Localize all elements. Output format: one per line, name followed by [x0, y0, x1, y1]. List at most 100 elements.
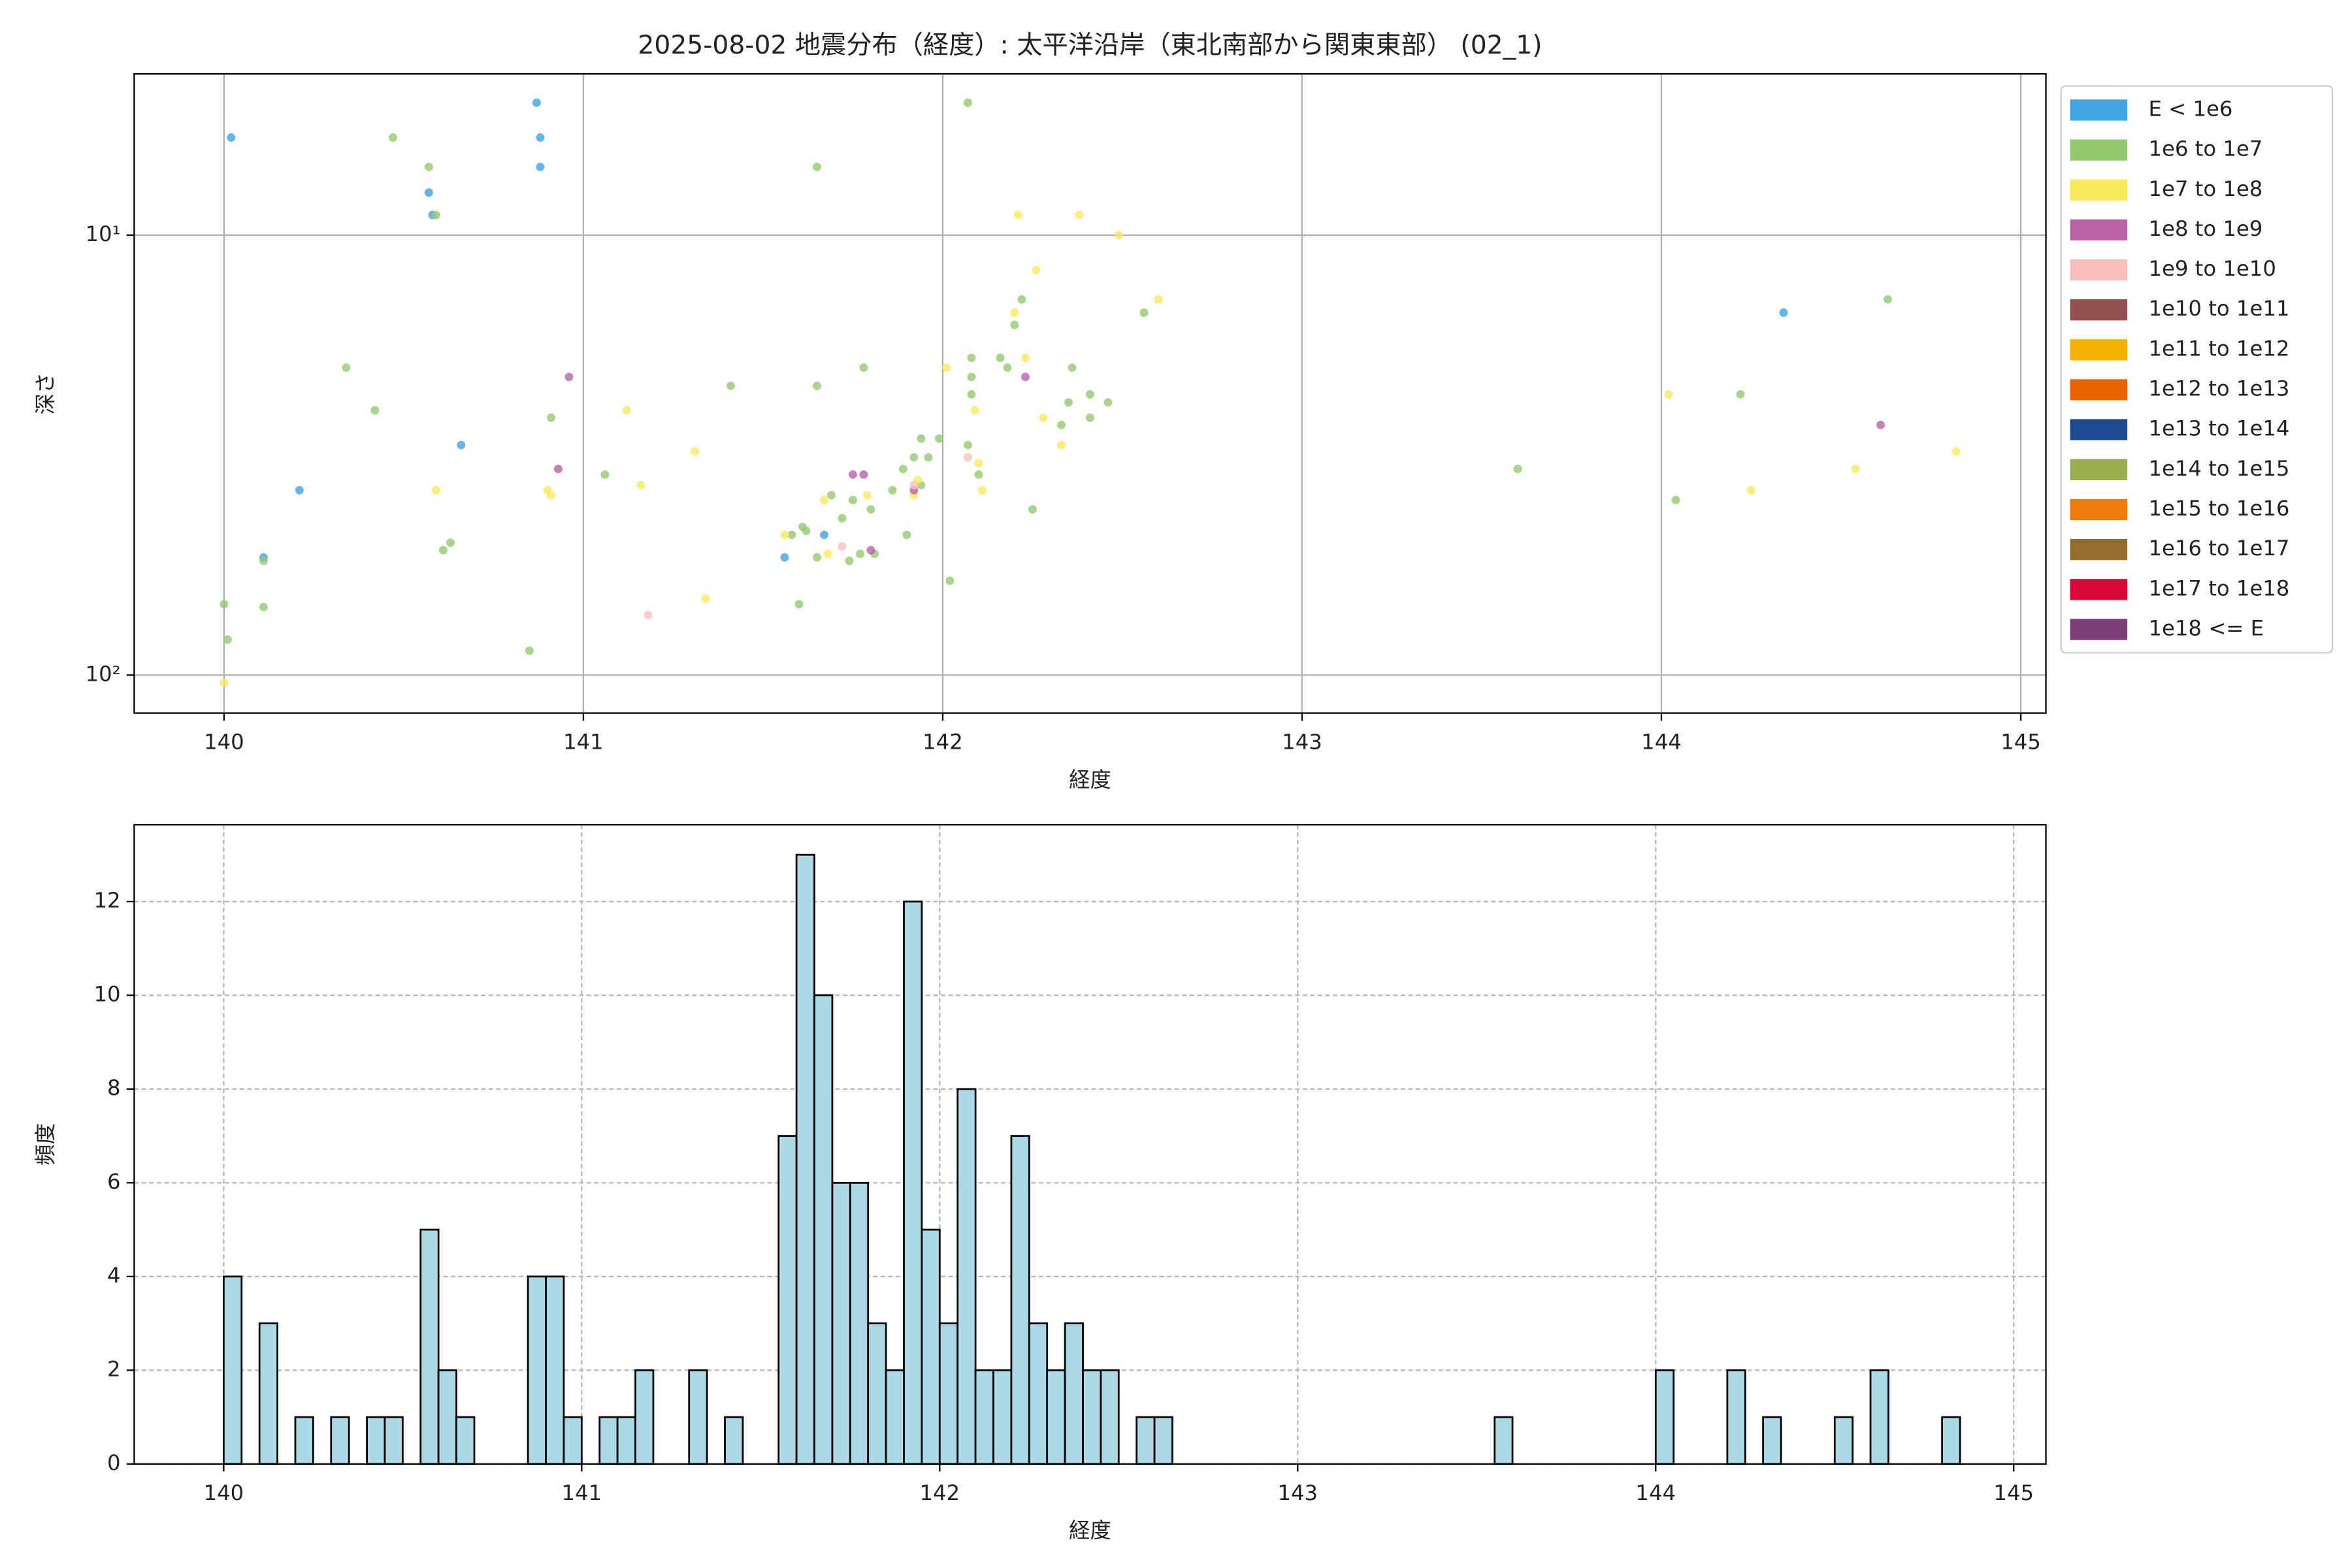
histogram-bar	[527, 1275, 547, 1465]
scatter-point	[974, 470, 983, 479]
x-tick-label: 140	[204, 730, 244, 755]
scatter-point	[644, 610, 653, 619]
scatter-point	[819, 531, 828, 540]
legend-swatch	[2070, 219, 2128, 241]
scatter-point	[1103, 398, 1113, 407]
scatter-point	[909, 453, 919, 462]
scatter-point	[823, 549, 832, 559]
x-axis-label: 経度	[1069, 1518, 1111, 1543]
scatter-point	[917, 434, 926, 443]
legend-swatch	[2070, 619, 2128, 640]
scatter-point	[546, 413, 555, 422]
scatter-point	[1139, 308, 1149, 317]
y-tick-label: 8	[107, 1075, 121, 1100]
scatter-point	[888, 485, 897, 495]
legend-swatch	[2070, 259, 2128, 281]
scatter-point	[1032, 265, 1041, 274]
histogram-bar	[849, 1181, 870, 1465]
scatter-point	[690, 447, 699, 456]
histogram-bar	[1046, 1369, 1066, 1465]
scatter-point	[446, 538, 455, 547]
legend-swatch	[2070, 579, 2128, 600]
scatter-point	[963, 98, 972, 107]
scatter-point	[1013, 210, 1022, 220]
y-axis-label: 頻度	[33, 1123, 58, 1166]
histogram-bar	[956, 1088, 977, 1465]
histogram-bar	[437, 1369, 457, 1465]
x-tick-label: 141	[562, 1480, 602, 1505]
scatter-point	[967, 353, 976, 363]
x-tick-label: 140	[204, 1480, 244, 1505]
scatter-point	[701, 594, 710, 603]
scatter-point	[1021, 353, 1030, 363]
scatter-point	[1851, 465, 1860, 474]
histogram-bar	[885, 1369, 905, 1465]
histogram-bar	[384, 1416, 404, 1465]
scatter-point	[812, 163, 821, 172]
histogram-bar	[563, 1416, 583, 1465]
scatter-point	[220, 678, 229, 687]
scatter-point	[780, 553, 789, 562]
legend-box	[2060, 85, 2334, 654]
legend-label: 1e12 to 1e13	[2148, 376, 2289, 401]
scatter-point	[1513, 465, 1522, 474]
legend-swatch	[2070, 99, 2128, 121]
histogram-bar	[545, 1275, 565, 1465]
legend-swatch	[2070, 139, 2128, 161]
y-tick-label: 10	[94, 981, 121, 1006]
scatter-point	[1028, 505, 1037, 514]
legend-swatch	[2070, 339, 2128, 361]
scatter-point	[1736, 390, 1745, 399]
scatter-point	[1154, 295, 1163, 304]
histogram-bar	[867, 1322, 887, 1465]
scatter-point	[848, 470, 857, 479]
histogram-bar	[813, 994, 834, 1465]
legend-label: 1e7 to 1e8	[2148, 176, 2262, 201]
scatter-point	[1884, 295, 1892, 304]
histogram-bar	[1028, 1322, 1049, 1465]
histogram-bar	[616, 1416, 636, 1465]
scatter-point	[862, 491, 872, 500]
histogram-bar	[1654, 1369, 1675, 1465]
scatter-point	[909, 481, 919, 490]
scatter-point	[934, 434, 943, 443]
histogram-bar	[366, 1416, 386, 1465]
legend-label: 1e8 to 1e9	[2148, 216, 2262, 241]
scatter-point	[941, 363, 951, 372]
scatter-point	[259, 602, 268, 612]
histogram-bar	[1762, 1416, 1782, 1465]
legend-swatch	[2070, 498, 2128, 521]
scatter-point	[945, 576, 955, 585]
histogram-bar	[258, 1322, 278, 1465]
scatter-point	[1747, 485, 1756, 495]
scatter-point	[780, 531, 789, 540]
y-tick-label: 10²	[86, 661, 121, 686]
histogram-bar	[419, 1228, 440, 1465]
legend-label: 1e9 to 1e10	[2148, 256, 2276, 281]
scatter-point	[532, 98, 541, 107]
scatter-point	[1115, 231, 1123, 240]
scatter-point	[1021, 372, 1030, 382]
scatter-point	[536, 163, 545, 172]
scatter-point	[546, 491, 555, 500]
histogram-bar	[1064, 1322, 1084, 1465]
histogram-bar	[1941, 1416, 1961, 1465]
legend-label: 1e11 to 1e12	[2148, 336, 2289, 361]
scatter-point	[1952, 447, 1961, 456]
scatter-point	[838, 542, 847, 551]
scatter-point	[1056, 440, 1066, 449]
scatter-point	[525, 646, 534, 655]
x-tick-label: 144	[1641, 730, 1682, 755]
scatter-point	[1010, 308, 1019, 317]
scatter-point	[295, 485, 304, 495]
legend-label: 1e13 to 1e14	[2148, 416, 2289, 441]
scatter-point	[859, 470, 868, 479]
scatter-point	[388, 133, 397, 142]
legend-label: 1e17 to 1e18	[2148, 576, 2289, 600]
scatter-point	[967, 390, 976, 399]
histogram-bar	[688, 1369, 708, 1465]
scatter-point	[431, 485, 440, 495]
scatter-point	[622, 406, 631, 415]
